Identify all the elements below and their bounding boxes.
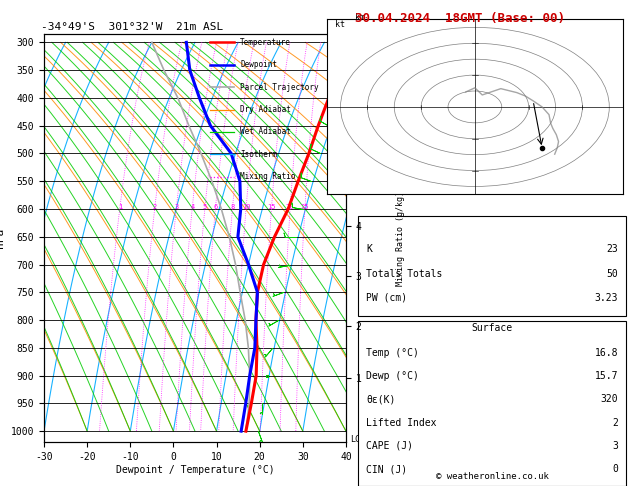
Text: Isotherm: Isotherm xyxy=(240,150,277,159)
Text: -34°49'S  301°32'W  21m ASL: -34°49'S 301°32'W 21m ASL xyxy=(41,22,223,32)
Text: 3.23: 3.23 xyxy=(594,293,618,303)
Text: Temperature: Temperature xyxy=(240,38,291,47)
Text: 30.04.2024  18GMT (Base: 00): 30.04.2024 18GMT (Base: 00) xyxy=(355,12,565,25)
Text: 2: 2 xyxy=(612,417,618,428)
Text: kt: kt xyxy=(335,20,345,29)
Text: 25: 25 xyxy=(301,204,309,210)
Text: 8: 8 xyxy=(230,204,235,210)
Text: km
ASL: km ASL xyxy=(355,13,370,33)
Text: θε(K): θε(K) xyxy=(366,394,396,404)
Text: Parcel Trajectory: Parcel Trajectory xyxy=(240,83,319,91)
Text: LCL: LCL xyxy=(350,435,365,444)
Text: 16.8: 16.8 xyxy=(594,347,618,358)
Text: Wet Adiabat: Wet Adiabat xyxy=(240,127,291,137)
Text: Surface: Surface xyxy=(472,323,513,333)
Text: 4: 4 xyxy=(190,204,194,210)
Text: 15.7: 15.7 xyxy=(594,371,618,381)
Y-axis label: Mixing Ratio (g/kg): Mixing Ratio (g/kg) xyxy=(396,191,405,286)
Text: Mixing Ratio: Mixing Ratio xyxy=(240,173,296,181)
Text: 2: 2 xyxy=(153,204,157,210)
Text: 15: 15 xyxy=(267,204,276,210)
Text: 50: 50 xyxy=(606,268,618,278)
Text: Dewp (°C): Dewp (°C) xyxy=(366,371,419,381)
Text: 10: 10 xyxy=(242,204,250,210)
Text: CIN (J): CIN (J) xyxy=(366,464,408,474)
Text: Lifted Index: Lifted Index xyxy=(366,417,437,428)
Text: CAPE (J): CAPE (J) xyxy=(366,441,413,451)
FancyBboxPatch shape xyxy=(358,216,626,316)
Text: PW (cm): PW (cm) xyxy=(366,293,408,303)
Text: Temp (°C): Temp (°C) xyxy=(366,347,419,358)
Y-axis label: hPa: hPa xyxy=(0,228,5,248)
Text: Dry Adiabat: Dry Adiabat xyxy=(240,105,291,114)
Text: © weatheronline.co.uk: © weatheronline.co.uk xyxy=(436,472,548,481)
Text: K: K xyxy=(366,244,372,254)
Text: 3: 3 xyxy=(612,441,618,451)
X-axis label: Dewpoint / Temperature (°C): Dewpoint / Temperature (°C) xyxy=(116,465,274,475)
Text: 20: 20 xyxy=(286,204,294,210)
Text: 320: 320 xyxy=(601,394,618,404)
Text: Dewpoint: Dewpoint xyxy=(240,60,277,69)
Text: Totals Totals: Totals Totals xyxy=(366,268,443,278)
Text: 3: 3 xyxy=(174,204,179,210)
FancyBboxPatch shape xyxy=(358,321,626,486)
Text: 0: 0 xyxy=(612,464,618,474)
Text: 23: 23 xyxy=(606,244,618,254)
Text: 6: 6 xyxy=(213,204,218,210)
Text: 5: 5 xyxy=(203,204,207,210)
Text: 1: 1 xyxy=(118,204,122,210)
